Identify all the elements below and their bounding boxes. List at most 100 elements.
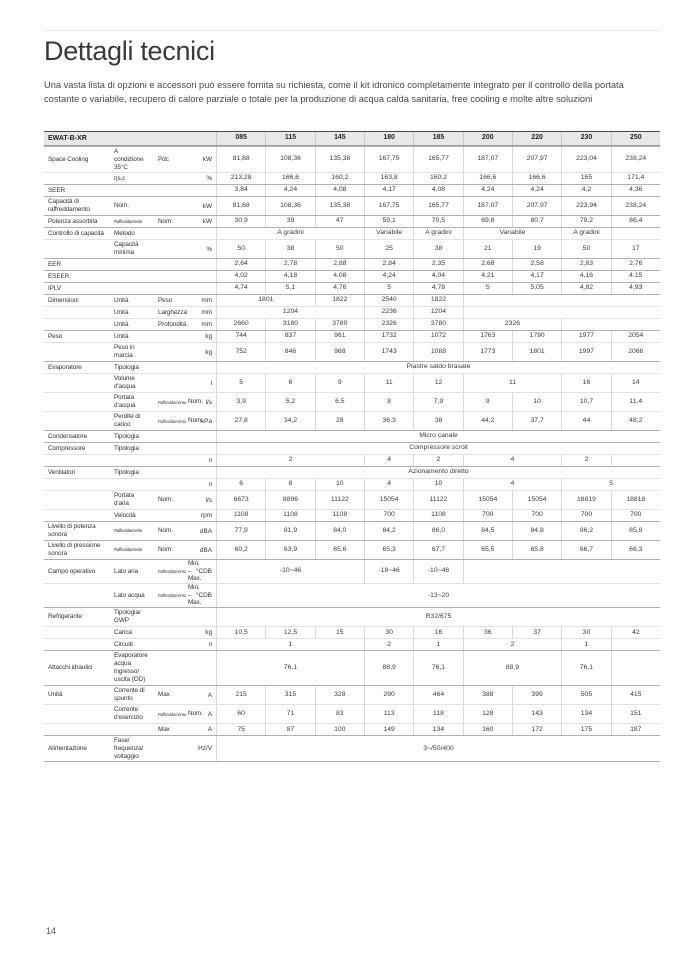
value-cell: 5,05 [511,283,561,294]
row-label-mid: Profondità [158,321,190,329]
row-unit: n [208,641,212,649]
row-label-mid: Nom. [158,546,190,554]
row-unit: A [207,726,212,734]
value-cell: 388 [462,686,512,705]
value-cell [610,639,660,651]
value-cell: 1108 [314,510,364,521]
value-cell: 4 [363,479,413,490]
value-cell: 4,17 [363,185,413,196]
row-label-main: Capacità di raffreddamento [48,198,90,213]
row-label-area: Controllo di capacità Metodo [44,228,216,239]
value-cell: 1732 [363,331,413,342]
value-cell: 36 [462,627,512,639]
row-label-area: Capacità di raffreddamento Nom. kW [44,197,216,215]
row-label-mid: Max [158,726,190,734]
value-cell: 171,4 [610,173,660,184]
row-label-sub: Circuiti [114,640,133,648]
value-cell: 4 [363,455,413,466]
value-cell: 11,4 [610,393,660,411]
value-cell: 4,24 [462,185,512,196]
row-unit: mm [201,321,212,328]
row-label-area: Velocità rpm [44,510,216,521]
value-cell: 8 [265,479,314,490]
value-cell: 4,02 [216,271,265,282]
value-cell: 37,7 [511,412,561,430]
row-values: A gradini Variabile A gradini Variabile A gr… [216,228,660,239]
value-cell: 28 [314,412,364,430]
row-label-area: ηs,c% [44,173,216,184]
row-label-sub: Volume d'acqua [114,375,136,390]
spec-row: Livello di potenza sonora Raffreddamento N… [44,521,660,540]
value-cell: 4,16 [561,271,610,282]
value-cell: 38 [413,240,462,258]
row-values: 3,9 5,2 6,5 8 7,9 9 10 10,7 11,4 [216,393,660,411]
value-cell: 2,83 [561,259,610,270]
value-cell: 27,8 [216,412,265,430]
value-cell: 166,6 [511,173,561,184]
row-values: 215 315 328 290 464 388 399 505 415 [216,686,660,705]
row-label-area: Livello di potenza sonora Raffreddamento N… [44,522,216,540]
row-label-mod: Nom. [158,527,173,535]
row-label-area: Condensatore Tipologia [44,431,216,442]
row-label-area: Capacità minima% [44,240,216,258]
row-values: 2,64 2,78 2,88 2,84 2,35 2,68 2,58 2,83 2,76 [216,259,660,270]
value-cell: 65,5 [462,541,512,559]
row-label-area: Unità Larghezza mm [44,307,216,318]
value-cell: 4,24 [511,185,561,196]
value-cell: 15054 [511,491,561,509]
row-values: 2660 3180 3780 2326 3780 2326 [216,319,660,330]
value-cell: 67,7 [413,541,462,559]
value-cell: 290 [363,686,413,705]
row-label-sub: A condizione 35°C [114,147,144,171]
value-cell: 2066 [610,343,660,361]
value-cell: 50 [216,240,265,258]
row-label-area: Carica kg [44,627,216,638]
row-unit: °CDB [195,592,212,600]
size-column-header: 230 [561,132,610,145]
value-cell: 215 [216,686,265,705]
value-cell: 837 [265,331,314,342]
spec-row: Dimensioni Unità Peso mm 1801 1822 2540 1822 [44,294,660,306]
value-cell: 6 [265,374,314,392]
row-values: Azionamento diretto [216,467,660,478]
row-values: 213,28 166,6 160,2 163,8 160,2 166,6 166,6 165 1… [216,173,660,184]
spec-row: Potenza assorbita Raffreddamento Nom. kW 30,… [44,215,660,227]
value-cell: 207,97 [511,147,561,172]
value-cell: 968 [314,343,364,361]
row-values: 76,1 88,9 76,1 88,9 76,1 [216,651,660,686]
value-cell: 135,38 [314,147,364,172]
value-cell: 5 [462,283,512,294]
row-label-mod: Larghezza [158,308,187,316]
value-cell: 18819 [561,491,610,509]
value-cell: A gradini [561,228,610,239]
value-cell: -10~46 [216,560,364,584]
top-rule [44,30,660,31]
value-cell: 166,6 [462,173,512,184]
spec-row: Unità Larghezza mm 1204 2236 1204 [44,306,660,318]
row-label-area: EER [44,259,216,270]
row-values: 10,5 12,5 15 30 16 36 37 30 42 [216,627,660,639]
model-name: EWAT-B-XR [48,135,87,142]
value-cell: 3780 [314,319,364,330]
row-label-mid: Peso [158,297,190,305]
value-cell: 88,9 [363,651,413,686]
value-cell: 961 [314,331,364,342]
row-label-main: Dimensioni [48,296,79,304]
value-cell: 5 [363,283,413,294]
value-cell: Variabile [462,228,562,239]
value-cell: 76,1 [561,651,610,686]
row-values: 1108 1108 1108 700 1108 700 700 700 700 [216,510,660,521]
value-cell: 19 [511,240,561,258]
value-cell: 15054 [363,491,413,509]
row-label-sub: Lato aria [114,567,138,575]
raffreddamento-label: Raffreddamento [158,569,186,575]
value-cell: 399 [511,686,561,705]
value-cell: 37 [511,627,561,639]
row-label-sub: Unità [114,320,129,328]
spec-row: Attacchi idraulici Evaporatore acqua ingr… [44,650,660,686]
raffreddamento-label: Raffreddamento [158,711,186,717]
value-cell: 149 [363,724,413,736]
value-cell: 1072 [413,331,462,342]
